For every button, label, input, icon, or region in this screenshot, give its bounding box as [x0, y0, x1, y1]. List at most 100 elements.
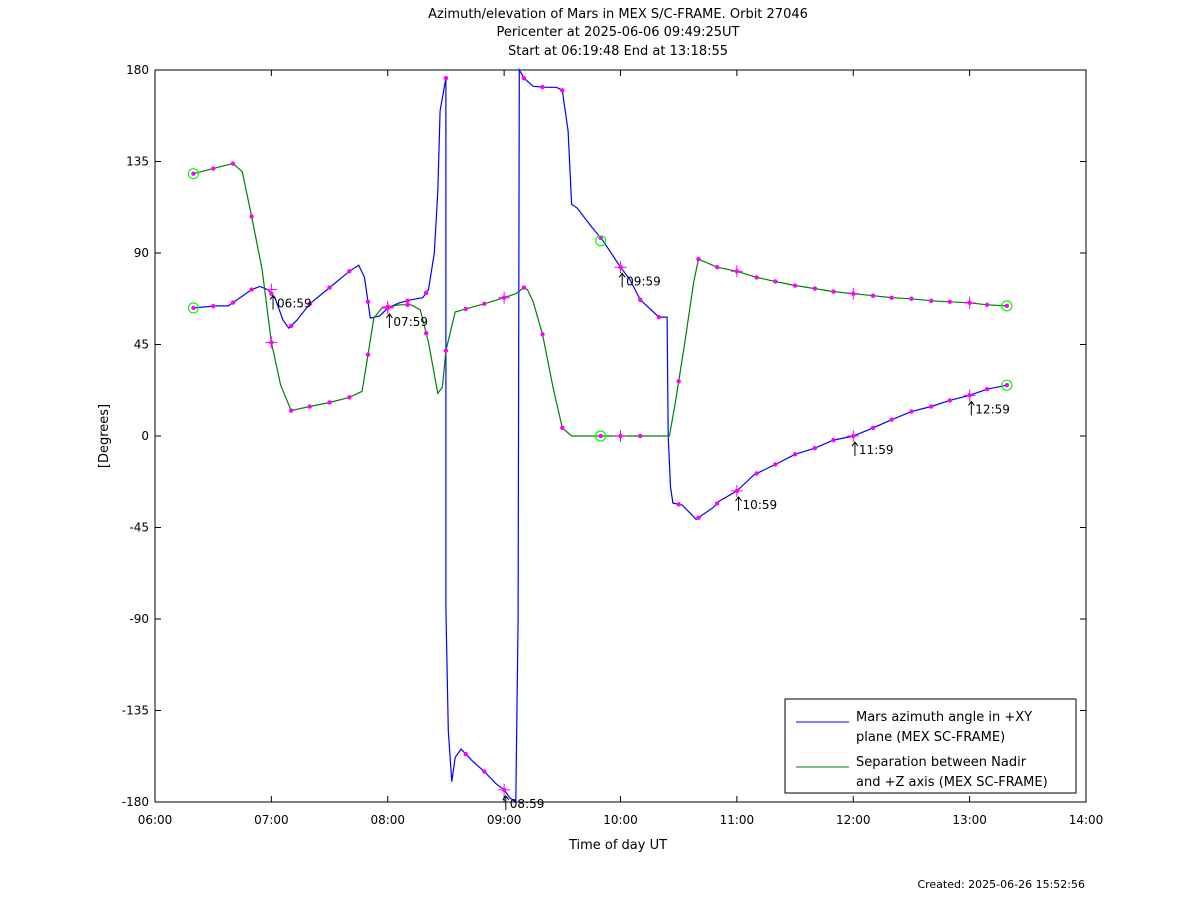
annotation-arrowhead — [851, 441, 859, 447]
azimuth-point — [249, 287, 254, 292]
azimuth-hour-marker — [847, 430, 860, 442]
azimuth-point — [307, 301, 312, 307]
azimuth-point — [560, 88, 565, 93]
separation-hour-marker — [265, 336, 278, 349]
time-annotation: 09:59 — [618, 272, 661, 288]
endpoint-circle-marker — [1001, 379, 1013, 391]
y-tick-label: -90 — [129, 612, 149, 626]
created-timestamp: Created: 2025-06-26 15:52:56 — [917, 878, 1085, 891]
separation-point — [812, 286, 818, 291]
y-tick-label: -180 — [122, 795, 149, 809]
azimuth-point — [773, 462, 778, 467]
separation-point — [889, 295, 894, 300]
azimuth-hour-marker — [730, 484, 743, 497]
separation-point — [463, 306, 468, 312]
separation-point — [984, 302, 990, 308]
separation-hour-marker — [730, 265, 743, 278]
separation-point — [249, 214, 254, 219]
x-tick-label: 12:00 — [836, 813, 871, 827]
legend-label-azimuth-line2: plane (MEX SC-FRAME) — [856, 730, 1005, 745]
azimuth-point — [638, 297, 643, 302]
azimuth-point — [870, 425, 876, 431]
separation-point — [423, 330, 429, 336]
series-markers — [187, 75, 1013, 796]
legend-label-azimuth-line1: Mars azimuth angle in +XY — [856, 710, 1032, 725]
y-tick-label: 45 — [134, 338, 149, 352]
annotation-label: 08:59 — [510, 797, 545, 811]
azimuth-point — [191, 305, 196, 311]
separation-point — [696, 256, 701, 262]
separation-hour-marker — [847, 287, 860, 300]
annotation-arrowhead — [386, 313, 393, 319]
azimuth-point — [676, 502, 681, 507]
azimuth-point — [210, 303, 216, 309]
annotation-arrowhead — [269, 294, 277, 300]
azimuth-point — [812, 446, 818, 451]
time-annotation: 06:59 — [269, 294, 312, 311]
separation-point — [288, 408, 294, 413]
separation-hour-marker — [381, 300, 394, 313]
x-axis-label: Time of day UT — [568, 838, 667, 853]
y-axis-label: [Degrees] — [97, 404, 112, 468]
azimuth-point — [792, 452, 798, 457]
azimuth-point — [521, 75, 527, 81]
separation-point — [792, 283, 798, 288]
annotation-arrowhead — [618, 272, 626, 278]
separation-point — [831, 289, 836, 294]
separation-point — [714, 265, 720, 270]
separation-point — [638, 433, 643, 439]
annotation-label: 10:59 — [743, 498, 778, 512]
azimuth-point — [656, 314, 662, 320]
endpoint-circle-marker — [187, 302, 200, 314]
y-tick-label: -45 — [129, 521, 149, 535]
chart-titles: Azimuth/elevation of Mars in MEX S/C-FRA… — [428, 7, 808, 59]
azimuth-point — [443, 75, 449, 81]
separation-point — [1004, 303, 1010, 309]
time-annotations: 06:59 07:59 08:59 09:59 10:59 11:59 12:59 — [269, 272, 1010, 811]
separation-point — [521, 285, 527, 290]
separation-point — [870, 293, 876, 298]
y-tick-label: 0 — [141, 429, 149, 443]
endpoint-circle-marker — [595, 235, 607, 247]
y-tick-label: 90 — [134, 246, 149, 260]
x-tick-label: 09:00 — [487, 813, 522, 827]
separation-point — [443, 348, 449, 353]
azimuth-point — [889, 417, 894, 422]
annotation-arrowhead — [502, 795, 510, 801]
azimuth-point — [831, 437, 836, 443]
x-tick-label: 10:00 — [603, 813, 638, 827]
azimuth-point — [347, 269, 352, 274]
annotation-label: 09:59 — [626, 274, 661, 288]
legend: Mars azimuth angle in +XY plane (MEX SC-… — [784, 698, 1077, 794]
time-annotation: 11:59 — [851, 441, 894, 457]
time-annotation: 07:59 — [386, 313, 428, 329]
separation-point — [327, 400, 332, 405]
azimuth-hour-marker — [963, 389, 976, 402]
azimuth-point — [929, 404, 934, 409]
azimuth-point — [463, 751, 468, 757]
separation-point — [540, 332, 545, 337]
x-tick-label: 08:00 — [370, 813, 405, 827]
chart-subtitle-pericenter: Pericenter at 2025-06-06 09:49:25UT — [496, 25, 739, 40]
separation-point — [947, 299, 953, 304]
azimuth-point — [405, 298, 410, 303]
azimuth-point — [365, 299, 371, 304]
separation-point — [754, 275, 759, 280]
separation-point — [230, 161, 236, 166]
x-tick-label: 14:00 — [1069, 813, 1104, 827]
time-annotation: 10:59 — [735, 496, 778, 512]
x-tick-label: 07:00 — [254, 813, 289, 827]
endpoint-circle-marker — [187, 168, 200, 180]
separation-point — [210, 166, 216, 171]
y-axis-ticks: 180 135 90 45 0 -45 -90 -135 -180 — [122, 63, 1086, 809]
separation-hour-marker — [614, 430, 627, 442]
azimuth-point — [423, 290, 429, 296]
annotation-arrowhead — [967, 400, 975, 406]
azimuth-point — [482, 769, 487, 774]
azimuth-point — [754, 471, 759, 476]
azimuth-point — [984, 387, 990, 392]
chart-title: Azimuth/elevation of Mars in MEX S/C-FRA… — [428, 7, 808, 22]
annotation-label: 06:59 — [277, 297, 312, 311]
azimuth-point — [598, 235, 603, 241]
